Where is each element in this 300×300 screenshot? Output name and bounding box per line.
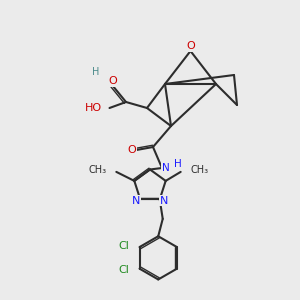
Text: H: H [174,159,182,170]
Text: Cl: Cl [118,265,129,275]
Text: N: N [132,196,140,206]
Text: Cl: Cl [118,241,129,250]
Text: O: O [108,76,117,86]
Text: N: N [162,163,170,173]
Text: N: N [160,196,168,206]
Text: CH₃: CH₃ [88,165,107,176]
Text: HO: HO [85,103,102,113]
Text: CH₃: CH₃ [190,165,208,176]
Text: O: O [128,145,136,155]
Text: H: H [92,67,100,77]
Text: O: O [186,41,195,52]
